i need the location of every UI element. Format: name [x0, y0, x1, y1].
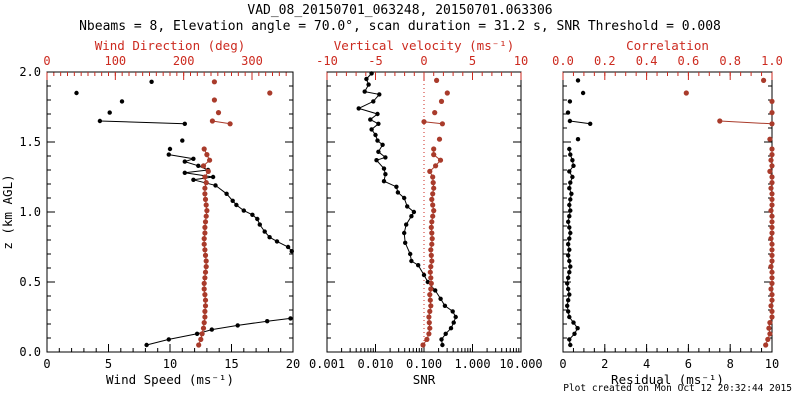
- svg-text:10: 10: [514, 54, 528, 68]
- svg-text:8: 8: [727, 357, 734, 371]
- svg-text:0: 0: [559, 357, 566, 371]
- plot-created-timestamp: Plot created on Mon Oct 12 20:32:44 2015: [563, 383, 792, 394]
- svg-text:1.5: 1.5: [19, 135, 41, 149]
- svg-text:Wind Direction (deg): Wind Direction (deg): [95, 38, 246, 53]
- series-wind-direction: [196, 79, 273, 348]
- svg-text:0: 0: [420, 54, 427, 68]
- panel-residual-correlation: 0 2 4 6 8 10 Residual (ms⁻¹) 0.0 0.2 0.4 0.6 0.8 1.0…: [552, 38, 783, 387]
- series-correlation: [683, 77, 775, 348]
- svg-text:1.0: 1.0: [19, 205, 41, 219]
- svg-text:2: 2: [601, 357, 608, 371]
- svg-text:5: 5: [105, 357, 112, 371]
- svg-text:300: 300: [241, 54, 263, 68]
- series-wind-speed: [74, 79, 294, 348]
- panel-frame: [562, 71, 773, 353]
- svg-text:200: 200: [173, 54, 195, 68]
- svg-text:0.001: 0.001: [309, 357, 345, 371]
- svg-text:6: 6: [685, 357, 692, 371]
- svg-text:4: 4: [643, 357, 650, 371]
- svg-text:0.8: 0.8: [719, 54, 741, 68]
- svg-text:2.0: 2.0: [19, 65, 41, 79]
- svg-text:5: 5: [469, 54, 476, 68]
- svg-text:10: 10: [765, 357, 779, 371]
- svg-text:10: 10: [163, 357, 177, 371]
- svg-text:0.4: 0.4: [636, 54, 658, 68]
- svg-text:Vertical velocity (ms⁻¹): Vertical velocity (ms⁻¹): [334, 38, 515, 53]
- svg-text:z (km AGL): z (km AGL): [0, 174, 15, 249]
- svg-text:0.100: 0.100: [406, 357, 442, 371]
- svg-text:1.000: 1.000: [454, 357, 490, 371]
- svg-text:0.0: 0.0: [552, 54, 574, 68]
- svg-text:0.2: 0.2: [594, 54, 616, 68]
- series-snr: [356, 71, 458, 348]
- svg-text:1.0: 1.0: [761, 54, 783, 68]
- series-residual: [565, 78, 593, 348]
- svg-text:SNR: SNR: [413, 372, 436, 387]
- svg-text:20: 20: [286, 357, 300, 371]
- svg-text:0: 0: [43, 54, 50, 68]
- series-vertical-velocity: [420, 77, 450, 348]
- svg-text:0.0: 0.0: [19, 345, 41, 359]
- svg-text:Wind Speed (ms⁻¹): Wind Speed (ms⁻¹): [106, 372, 234, 387]
- svg-text:10.000: 10.000: [499, 357, 542, 371]
- svg-text:15: 15: [224, 357, 238, 371]
- panel-snr-velocity: 0.001 0.010 0.100 1.000 10.000 SNR -10 -5 0 5 10Ve…: [309, 38, 543, 387]
- page-subtitle: Nbeams = 8, Elevation angle = 70.0°, sca…: [79, 19, 721, 34]
- svg-text:Correlation: Correlation: [626, 38, 709, 53]
- svg-text:0.5: 0.5: [19, 275, 41, 289]
- svg-text:-10: -10: [316, 54, 338, 68]
- svg-text:0: 0: [43, 357, 50, 371]
- svg-text:0.6: 0.6: [678, 54, 700, 68]
- panel-wind: 0 5 10 15 20 Wind Speed (ms⁻¹) 0 100 200 300Wind …: [0, 38, 300, 387]
- svg-text:0.010: 0.010: [357, 357, 393, 371]
- page-title: VAD_08_20150701_063248, 20150701.063306: [247, 3, 553, 18]
- panel-frame: [46, 71, 294, 353]
- svg-text:100: 100: [104, 54, 126, 68]
- svg-text:-5: -5: [368, 54, 382, 68]
- svg-text:Residual (ms⁻¹): Residual (ms⁻¹): [611, 372, 724, 387]
